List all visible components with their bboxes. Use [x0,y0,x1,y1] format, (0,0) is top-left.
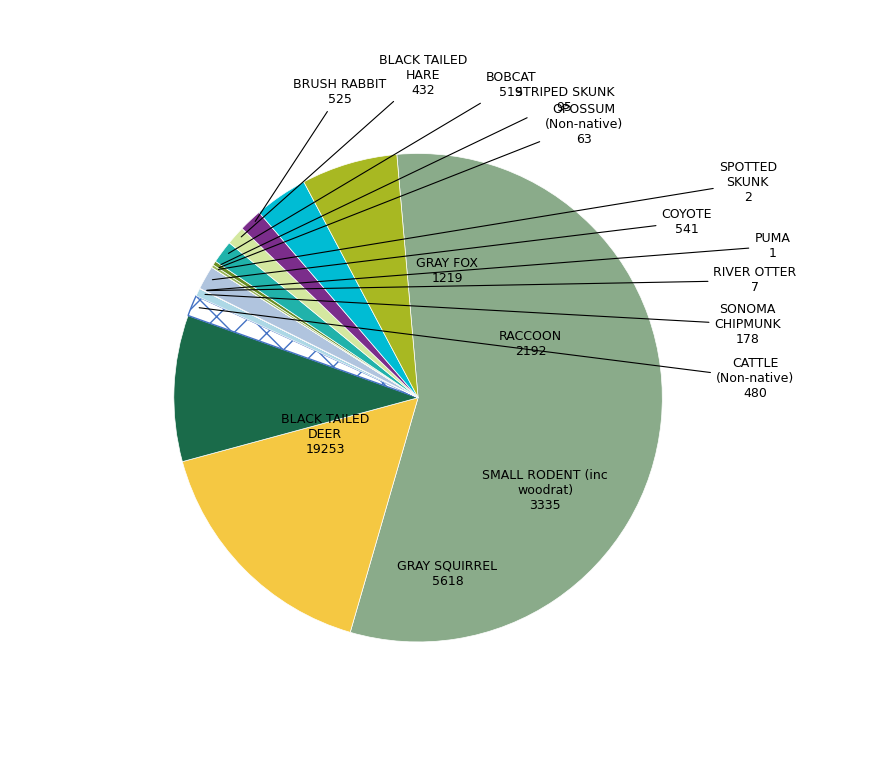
Text: COYOTE
541: COYOTE 541 [212,208,712,280]
Text: RIVER OTTER
7: RIVER OTTER 7 [207,267,797,295]
Wedge shape [189,296,418,398]
Wedge shape [212,265,418,398]
Wedge shape [213,261,418,398]
Wedge shape [200,288,418,398]
Text: SMALL RODENT (inc
woodrat)
3335: SMALL RODENT (inc woodrat) 3335 [482,469,608,512]
Text: GRAY FOX
1219: GRAY FOX 1219 [416,257,479,284]
Wedge shape [229,228,418,398]
Text: BOBCAT
519: BOBCAT 519 [228,71,536,254]
Wedge shape [173,315,418,462]
Text: GRAY SQUIRREL
5618: GRAY SQUIRREL 5618 [397,560,497,588]
Text: OPOSSUM
(Non-native)
63: OPOSSUM (Non-native) 63 [219,103,623,268]
Wedge shape [259,182,418,398]
Text: SONOMA
CHIPMUNK
178: SONOMA CHIPMUNK 178 [205,295,781,346]
Text: STRIPED SKUNK
95: STRIPED SKUNK 95 [221,86,614,264]
Wedge shape [182,398,418,632]
Wedge shape [242,212,418,398]
Wedge shape [215,243,418,398]
Text: BLACK TAILED
HARE
432: BLACK TAILED HARE 432 [242,54,467,237]
Text: PUMA
1: PUMA 1 [207,232,790,290]
Text: SPOTTED
SKUNK
2: SPOTTED SKUNK 2 [219,161,777,269]
Wedge shape [212,268,418,398]
Text: RACCOON
2192: RACCOON 2192 [499,330,562,358]
Wedge shape [200,268,418,398]
Wedge shape [350,153,662,642]
Text: CATTLE
(Non-native)
480: CATTLE (Non-native) 480 [199,308,794,399]
Wedge shape [196,288,418,398]
Wedge shape [304,154,418,398]
Text: BLACK TAILED
DEER
19253: BLACK TAILED DEER 19253 [281,412,369,456]
Text: BRUSH RABBIT
525: BRUSH RABBIT 525 [255,79,387,221]
Wedge shape [200,288,418,398]
